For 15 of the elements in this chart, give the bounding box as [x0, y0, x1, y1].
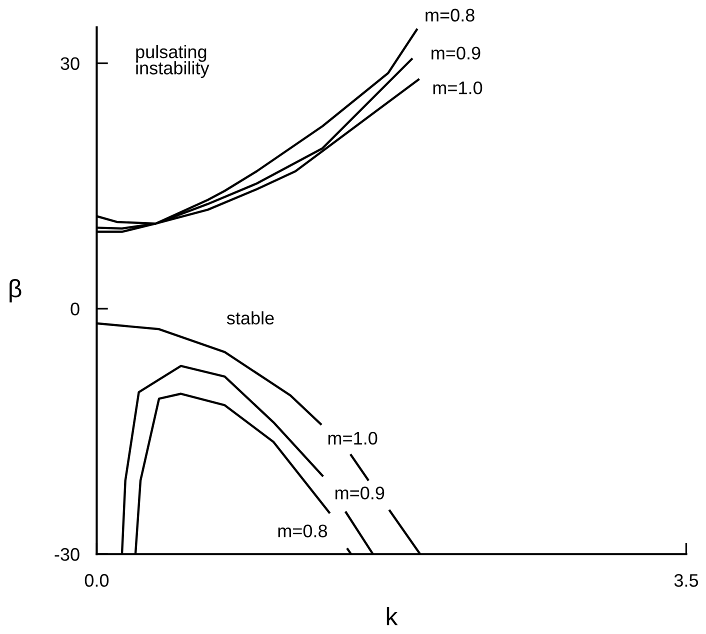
annotation: m=1.0: [433, 81, 482, 94]
y-tick-label: -30: [54, 548, 80, 561]
annotation: m=0.9: [432, 46, 480, 60]
annotation: m=1.0: [328, 432, 378, 445]
x-tick-label: 0.0: [84, 574, 109, 587]
x-tick-label: 3.5: [674, 574, 698, 587]
annotation: pulsating instability: [136, 45, 210, 78]
annotation: stable: [226, 311, 274, 325]
y-axis-title: β: [10, 279, 22, 302]
y-tick-label: 30: [60, 57, 80, 70]
annotation: m=0.8: [278, 524, 328, 538]
text: m=0.8: [426, 8, 474, 22]
y-tick-label: 0: [70, 302, 80, 316]
annotation: m=0.9: [335, 486, 384, 500]
x-axis-title: k: [386, 607, 398, 626]
